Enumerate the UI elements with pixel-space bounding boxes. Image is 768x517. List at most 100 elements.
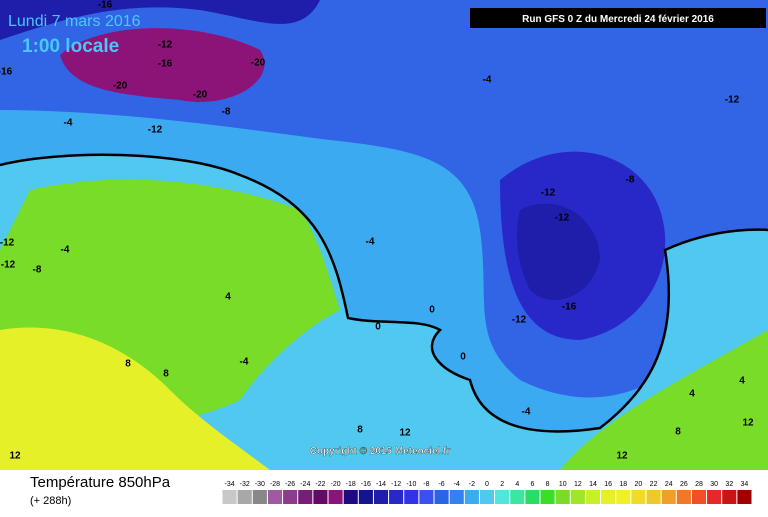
- scale-swatch: [707, 490, 722, 504]
- contour-label: 0: [375, 322, 381, 333]
- contour-label: 4: [689, 389, 695, 400]
- scale-label: 4: [515, 481, 519, 488]
- scale-label: -18: [346, 481, 356, 488]
- scale-label: 24: [665, 481, 673, 488]
- contour-label: 8: [163, 369, 169, 380]
- scale-swatch: [434, 490, 449, 504]
- scale-label: -34: [225, 481, 235, 488]
- scale-swatch: [676, 490, 691, 504]
- contour-label: 8: [675, 427, 681, 438]
- scale-swatch: [313, 490, 328, 504]
- contour-label: -12: [512, 315, 527, 326]
- scale-swatch: [298, 490, 313, 504]
- copyright: Copyright © 2015 Meteociel.fr: [310, 446, 451, 457]
- scale-label: -6: [438, 481, 444, 488]
- scale-label: 14: [589, 481, 597, 488]
- zero-isotherm: [0, 153, 768, 433]
- scale-swatch: [283, 490, 298, 504]
- scale-swatch: [646, 490, 661, 504]
- contour-label: 12: [9, 451, 21, 462]
- scale-label: -10: [406, 481, 416, 488]
- time-text: 1:00 locale: [22, 36, 119, 57]
- contour-label: -4: [522, 407, 531, 418]
- contour-label: -20: [193, 90, 208, 101]
- scale-label: -8: [423, 481, 429, 488]
- contour-label: -12: [725, 95, 740, 106]
- contour-label: -12: [1, 260, 16, 271]
- scale-swatch: [737, 490, 752, 504]
- scale-label: 32: [725, 481, 733, 488]
- scale-label: -24: [300, 481, 310, 488]
- contour-label: -16: [562, 302, 577, 313]
- contour-label: 4: [225, 292, 231, 303]
- scale-swatch: [328, 490, 343, 504]
- contour-label: 0: [460, 352, 466, 363]
- contour-label: -12: [148, 125, 163, 136]
- scale-swatch: [495, 490, 510, 504]
- scale-label: 22: [650, 481, 658, 488]
- scale-swatch: [358, 490, 373, 504]
- run-text: Run GFS 0 Z du Mercredi 24 février 2016: [522, 14, 714, 25]
- scale-label: -26: [285, 481, 295, 488]
- scale-swatch: [267, 490, 283, 504]
- scale-swatch: [419, 490, 434, 504]
- contour-label: -12: [158, 40, 173, 51]
- contour-label: -16: [98, 0, 113, 11]
- scale-label: 34: [741, 481, 749, 488]
- contour-label: -16: [158, 59, 173, 70]
- scale-swatch: [252, 490, 267, 504]
- scale-label: -22: [315, 481, 325, 488]
- map-field: -16 -12 -16 -20 -20 -20 -8 -12 -4 -16 -4 -12 -8 -12 -1…: [0, 0, 768, 470]
- scale-swatch: [616, 490, 631, 504]
- scale-label: 12: [574, 481, 582, 488]
- scale-swatch: [343, 490, 358, 504]
- scale-label: 8: [546, 481, 550, 488]
- field-warm: [0, 327, 270, 470]
- contour-label: 4: [739, 376, 745, 387]
- scale-swatch: [237, 490, 252, 504]
- footer-lead: (+ 288h): [30, 495, 71, 507]
- contour-label: -8: [222, 107, 231, 118]
- scale-label: -28: [270, 481, 280, 488]
- contour-label: -4: [240, 357, 249, 368]
- scale-swatch: [570, 490, 585, 504]
- contour-label: -4: [61, 245, 70, 256]
- field-mild-east: [560, 330, 768, 470]
- color-scale: -34 -32 -30 -28 -26 -24 -22 -20 -18 -16 -14 -12 -10-…: [222, 481, 752, 504]
- field-north: [0, 0, 320, 40]
- contour-label: 12: [616, 451, 628, 462]
- field-cold-core2: [517, 203, 600, 300]
- scale-label: 20: [635, 481, 643, 488]
- scale-swatch: [510, 490, 525, 504]
- contour-label: -4: [483, 75, 492, 86]
- scale-label: 30: [710, 481, 718, 488]
- scale-swatch: [479, 490, 495, 504]
- contour-label: 8: [125, 359, 131, 370]
- contour-label: -20: [251, 58, 266, 69]
- scale-label: 6: [530, 481, 534, 488]
- scale-label: 0: [485, 481, 489, 488]
- scale-label: 16: [604, 481, 612, 488]
- contour-labels: -16 -12 -16 -20 -20 -20 -8 -12 -4 -16 -4 -12 -8 -12 -1…: [0, 0, 754, 462]
- scale-label: 18: [619, 481, 627, 488]
- contour-label: -12: [541, 188, 556, 199]
- contour-label: -20: [113, 81, 128, 92]
- scale-swatch: [585, 490, 601, 504]
- scale-swatch: [464, 490, 479, 504]
- contour-label: 8: [357, 425, 363, 436]
- scale-swatch: [661, 490, 676, 504]
- contour-label: -12: [555, 213, 570, 224]
- scale-label: 10: [559, 481, 567, 488]
- scale-swatch: [555, 490, 570, 504]
- scale-label: 2: [500, 481, 504, 488]
- scale-swatch: [373, 490, 389, 504]
- scale-swatch: [540, 490, 555, 504]
- contour-label: -16: [0, 67, 13, 78]
- scale-swatch: [404, 490, 419, 504]
- run-box: [470, 8, 766, 28]
- date-text: Lundi 7 mars 2016: [8, 13, 141, 30]
- scale-label: -2: [469, 481, 475, 488]
- contour-label: -8: [626, 175, 635, 186]
- scale-swatch: [525, 490, 540, 504]
